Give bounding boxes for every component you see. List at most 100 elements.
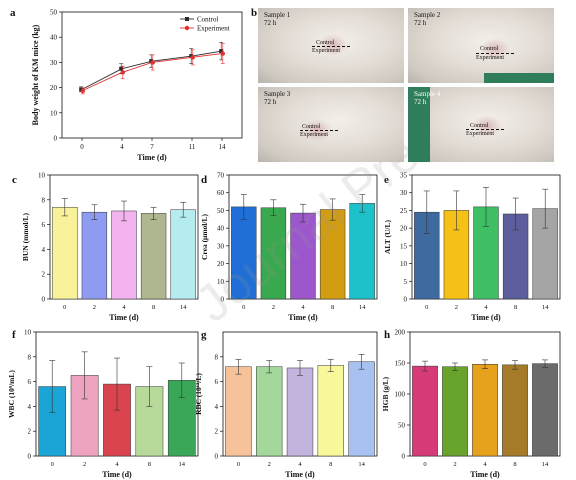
x-tick-label: 14 <box>542 304 549 311</box>
x-tick-label: 11 <box>189 143 196 151</box>
x-tick-label: 0 <box>80 143 84 151</box>
x-axis-label: Time (d) <box>285 470 315 479</box>
y-tick-label: 8 <box>42 196 46 204</box>
y-tick-label: 4 <box>42 246 46 254</box>
control-label: Control <box>302 124 321 130</box>
sample-time: 72 h <box>264 19 277 27</box>
x-tick-label: 0 <box>242 304 245 311</box>
y-tick-label: 8 <box>28 353 32 361</box>
bar-0 <box>231 206 257 300</box>
bar-2 <box>442 366 468 457</box>
legend-label: Control <box>197 16 218 24</box>
y-tick-label: 150 <box>395 360 406 368</box>
bar-4 <box>286 367 314 457</box>
control-label: Control <box>480 46 499 52</box>
y-tick-label: 10 <box>50 109 58 117</box>
control-label: Control <box>470 123 489 129</box>
panel-label: f <box>12 329 16 341</box>
y-tick-label: 4 <box>215 403 219 411</box>
x-tick-label: 2 <box>453 461 456 468</box>
sample-name: Sample 2 <box>414 11 441 19</box>
bar-4 <box>290 212 316 300</box>
bar-14 <box>532 363 558 457</box>
y-tick-label: 0 <box>221 296 225 304</box>
y-tick-label: 50 <box>50 9 58 17</box>
photo-sample-2: Sample 2 72 h Control Experiment <box>408 8 554 83</box>
x-axis-label: Time (d) <box>471 313 501 322</box>
control-label: Control <box>316 40 335 46</box>
x-tick-label: 2 <box>83 461 86 468</box>
panel-label: g <box>201 329 207 341</box>
panel-label: h <box>384 329 390 341</box>
y-tick-label: 20 <box>50 84 58 92</box>
y-tick-label: 40 <box>50 34 58 42</box>
y-tick-label: 8 <box>215 353 219 361</box>
bar-4 <box>472 363 498 457</box>
bar-4 <box>111 210 137 300</box>
x-axis-label: Time (d) <box>102 470 132 479</box>
panel-label: d <box>201 174 207 186</box>
data-point <box>190 55 195 60</box>
y-tick-label: 60 <box>217 189 225 197</box>
photo-sample-3: Sample 3 72 h Control Experiment <box>258 87 404 162</box>
bar-0 <box>52 206 78 300</box>
x-tick-label: 0 <box>63 304 66 311</box>
bar-8 <box>317 365 344 457</box>
data-point <box>219 49 224 54</box>
x-tick-label: 4 <box>120 143 124 151</box>
panel-label: e <box>384 174 389 186</box>
data-point <box>150 60 155 65</box>
x-tick-label: 8 <box>329 461 332 468</box>
y-axis-label: Crea (μmol/L) <box>200 214 209 260</box>
bar-2 <box>443 210 470 300</box>
y-tick-label: 15 <box>400 242 408 250</box>
panel-b-photos: Sample 1 72 h Control Experiment Sample 2… <box>258 8 554 162</box>
legend-marker <box>184 25 190 31</box>
panel-label: c <box>12 174 17 186</box>
y-tick-label: 0 <box>404 296 408 304</box>
legend-label: Experiment <box>197 25 230 33</box>
x-tick-label: 14 <box>179 461 186 468</box>
x-axis-label: Time (d) <box>109 313 139 322</box>
x-axis-label: Time (d) <box>288 313 318 322</box>
bar-14 <box>170 209 196 300</box>
x-tick-label: 2 <box>93 304 96 311</box>
x-tick-label: 4 <box>298 461 302 468</box>
x-tick-label: 4 <box>483 461 487 468</box>
bar-8 <box>502 364 528 457</box>
sample-name: Sample 4 <box>414 90 441 98</box>
bar-14 <box>348 361 375 457</box>
x-tick-label: 14 <box>358 461 365 468</box>
bar-0 <box>225 366 252 457</box>
x-tick-label: 0 <box>51 461 54 468</box>
x-axis-label: Time (d) <box>137 153 167 162</box>
sample-time: 72 h <box>414 98 427 106</box>
y-axis-label: WBC (10⁹/mL) <box>7 370 16 418</box>
y-tick-label: 10 <box>24 329 32 337</box>
y-tick-label: 10 <box>400 260 408 268</box>
x-tick-label: 2 <box>272 304 275 311</box>
y-tick-label: 40 <box>217 225 225 233</box>
sample-time: 72 h <box>264 98 277 106</box>
x-tick-label: 4 <box>484 304 488 311</box>
x-tick-label: 8 <box>514 304 517 311</box>
y-tick-label: 20 <box>400 225 408 233</box>
y-axis-label: ALT (U/L) <box>383 220 392 254</box>
y-tick-label: 200 <box>395 329 406 337</box>
photo-sample-1: Sample 1 72 h Control Experiment <box>258 8 404 83</box>
x-tick-label: 2 <box>268 461 271 468</box>
x-tick-label: 4 <box>122 304 126 311</box>
y-tick-label: 4 <box>28 403 32 411</box>
y-axis-label: RBC (10¹²/L) <box>194 373 203 415</box>
y-tick-label: 30 <box>217 242 225 250</box>
y-tick-label: 5 <box>404 278 408 286</box>
experiment-label: Experiment <box>476 55 504 61</box>
y-tick-label: 6 <box>215 378 219 386</box>
bar-2 <box>81 211 108 300</box>
x-tick-label: 0 <box>423 461 426 468</box>
data-point <box>119 66 124 71</box>
photo-sample-4: Sample 4 72 h Control Experiment <box>408 87 554 162</box>
experiment-label: Experiment <box>300 132 328 138</box>
x-tick-label: 8 <box>513 461 516 468</box>
